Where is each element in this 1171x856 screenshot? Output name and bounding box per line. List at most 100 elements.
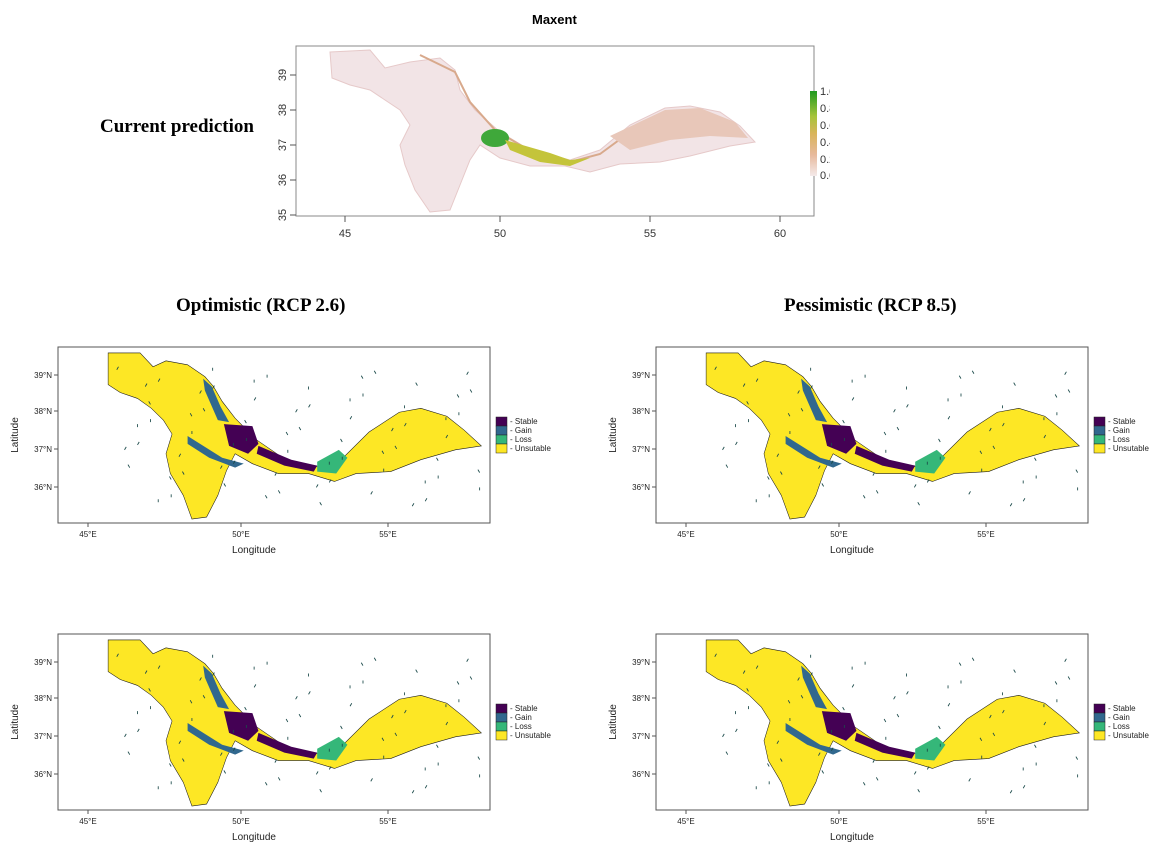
texture-mark <box>360 375 364 379</box>
x-tick-label: 55°E <box>379 530 396 539</box>
texture-mark <box>373 657 377 661</box>
unsuitable-region <box>705 639 1080 807</box>
current-colorbar <box>810 91 817 176</box>
texture-mark <box>445 721 449 726</box>
texture-mark <box>298 713 302 718</box>
texture-mark <box>1034 457 1037 461</box>
y-axis-label: Latitude <box>10 704 21 740</box>
x-tick-label: 55°E <box>379 817 396 826</box>
texture-mark <box>285 718 289 723</box>
texture-mark <box>466 658 469 662</box>
y-tick-label: 37°N <box>34 732 52 741</box>
texture-mark <box>735 441 738 446</box>
legend-swatch <box>495 416 508 427</box>
texture-mark <box>349 415 353 420</box>
pessimistic-header: Pessimistic (RCP 8.5) <box>784 295 957 316</box>
texture-mark <box>725 464 729 468</box>
texture-mark <box>411 502 415 507</box>
texture-mark <box>308 691 311 695</box>
legend-swatch <box>1093 712 1106 723</box>
plot-frame <box>57 633 491 811</box>
legend-swatch <box>495 730 508 741</box>
texture-mark <box>1075 469 1078 473</box>
texture-mark <box>394 732 398 737</box>
stable-region <box>854 732 916 759</box>
texture-mark <box>424 785 428 789</box>
stable-region <box>223 424 259 454</box>
texture-mark <box>714 366 717 371</box>
texture-mark <box>797 390 800 394</box>
current-x-tick: 50 <box>494 228 506 240</box>
texture-mark <box>244 706 247 711</box>
texture-mark <box>958 662 962 666</box>
gain-region <box>187 722 244 755</box>
texture-mark <box>127 751 131 755</box>
x-tick-label: 50°E <box>830 530 847 539</box>
texture-mark <box>394 445 398 450</box>
texture-mark <box>1009 502 1013 507</box>
current-x-tick: 55 <box>644 228 656 240</box>
texture-mark <box>370 491 373 495</box>
current-high-suitability-west <box>481 129 509 147</box>
texture-mark <box>906 404 909 408</box>
class-map-pessimistic-2: 39°N 38°N 37°N 36°N 45°E 50°E 55°E Longitude Lat… <box>598 632 1171 851</box>
legend-label: - Unsutable <box>510 444 551 453</box>
colorbar-tick: 0.0 <box>820 170 830 182</box>
current-x-axis: 45 50 55 60 <box>339 216 786 240</box>
texture-mark <box>391 714 394 719</box>
legend-label: - Unsutable <box>1108 731 1149 740</box>
texture-mark <box>189 412 193 417</box>
texture-mark <box>1043 721 1047 726</box>
texture-mark <box>466 371 469 375</box>
y-axis-label: Latitude <box>608 704 619 740</box>
texture-mark <box>818 752 821 756</box>
texture-mark <box>436 744 439 748</box>
texture-mark <box>872 759 875 763</box>
texture-mark <box>947 702 951 707</box>
current-y-tick: 38 <box>277 104 289 116</box>
texture-mark <box>148 401 151 405</box>
x-tick-label: 45°E <box>677 817 694 826</box>
class-map-svg: 39°N 38°N 37°N 36°N 45°E 50°E 55°E Longitude Lat… <box>608 633 1149 843</box>
texture-mark <box>746 401 749 405</box>
legend-label: - Unsutable <box>1108 444 1149 453</box>
texture-mark <box>851 684 855 688</box>
texture-mark <box>298 426 302 431</box>
current-y-tick: 37 <box>277 139 289 151</box>
texture-mark <box>742 670 746 674</box>
texture-mark <box>800 695 804 699</box>
texture-mark <box>199 390 202 394</box>
legend-swatch <box>495 443 508 454</box>
colorbar-tick: 1.0 <box>820 86 830 98</box>
legend-label: - Stable <box>510 704 538 713</box>
x-tick-label: 45°E <box>79 530 96 539</box>
y-tick-label: 37°N <box>632 445 650 454</box>
x-tick-label: 50°E <box>232 530 249 539</box>
y-tick-label: 39°N <box>632 658 650 667</box>
gain-region <box>785 722 842 755</box>
texture-mark <box>319 501 322 506</box>
texture-mark <box>404 709 407 714</box>
texture-mark <box>328 479 332 483</box>
legend-swatch <box>495 721 508 732</box>
texture-mark <box>415 669 418 673</box>
texture-mark <box>725 751 729 755</box>
y-tick-label: 37°N <box>632 732 650 741</box>
texture-mark <box>445 434 449 439</box>
current-colorbar-ticks: 1.0 0.8 0.6 0.4 0.2 0.0 <box>820 86 830 182</box>
texture-mark <box>913 484 917 488</box>
texture-mark <box>722 446 725 451</box>
texture-mark <box>253 684 257 688</box>
texture-mark <box>926 766 930 770</box>
texture-mark <box>169 476 172 480</box>
texture-mark <box>883 431 887 436</box>
y-tick-label: 39°N <box>632 371 650 380</box>
texture-mark <box>1002 422 1005 427</box>
y-tick-label: 39°N <box>34 371 52 380</box>
gain-region <box>203 665 230 710</box>
texture-mark <box>1013 382 1016 386</box>
texture-mark <box>722 733 725 738</box>
stable-region <box>821 424 857 454</box>
texture-mark <box>821 483 824 487</box>
texture-mark <box>755 378 759 382</box>
